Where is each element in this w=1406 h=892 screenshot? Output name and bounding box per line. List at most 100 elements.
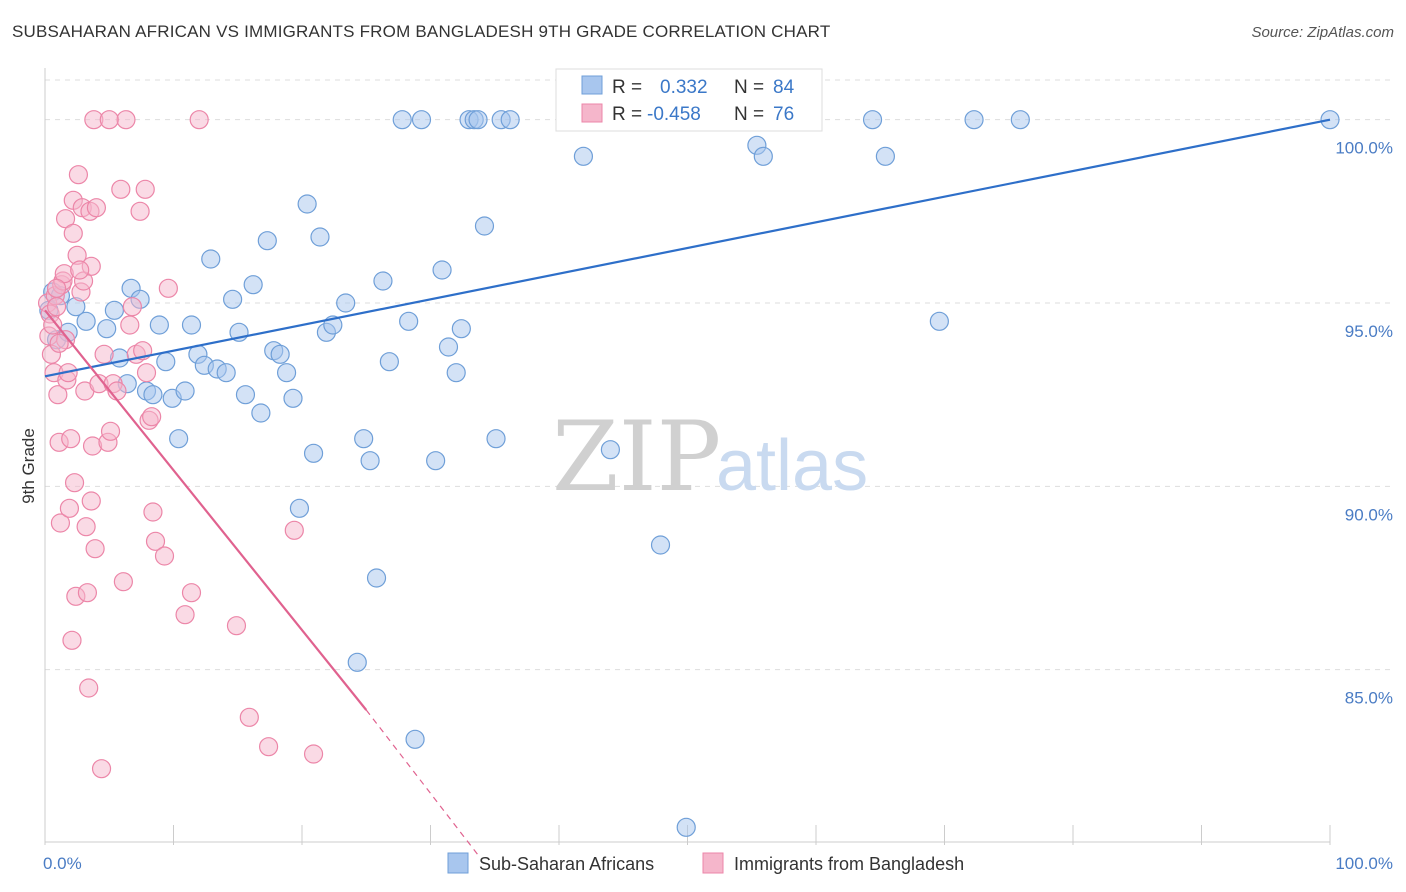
sub-saharan-point xyxy=(235,385,256,405)
sub-saharan-point xyxy=(964,110,984,130)
sub-saharan-point xyxy=(149,315,169,335)
bangladesh-point xyxy=(68,165,89,185)
sub-saharan-point xyxy=(257,231,277,251)
bangladesh-point xyxy=(43,315,63,335)
y-axis-label: 9th Grade xyxy=(19,428,38,504)
stats-n-value-2: 76 xyxy=(773,104,794,125)
sub-saharan-point xyxy=(426,451,446,471)
bangladesh-point xyxy=(284,520,304,540)
source-label: Source: ZipAtlas.com xyxy=(1251,24,1394,41)
bangladesh-point xyxy=(62,630,82,650)
stats-n-label-2: N = xyxy=(734,104,764,125)
bangladesh-point xyxy=(91,759,112,779)
bangladesh-point xyxy=(239,707,259,727)
sub-saharan-point xyxy=(432,260,452,280)
sub-saharan-point xyxy=(500,110,520,130)
sub-saharan-point xyxy=(143,385,163,405)
sub-saharan-point xyxy=(650,535,671,555)
bangladesh-point xyxy=(46,297,67,317)
y-tick-label: 100.0% xyxy=(1335,139,1393,158)
y-tick-label: 85.0% xyxy=(1345,689,1393,708)
sub-saharan-point xyxy=(336,293,356,313)
sub-saharan-point xyxy=(104,300,124,320)
bangladesh-point xyxy=(99,110,119,130)
bangladesh-point xyxy=(61,429,81,449)
y-tick-label: 90.0% xyxy=(1345,505,1393,524)
grid-lines xyxy=(45,79,1395,671)
sub-saharan-point xyxy=(251,403,271,423)
stats-r-label-1: R = xyxy=(612,77,642,98)
stats-swatch-pink xyxy=(581,103,603,123)
bangladesh-point xyxy=(142,407,162,427)
bangladesh-point xyxy=(50,513,71,533)
bangladesh-point xyxy=(81,491,101,511)
bangladesh-point xyxy=(113,572,133,592)
sub-saharan-point xyxy=(360,451,380,471)
legend-swatch-pink xyxy=(702,852,724,874)
trend-line-bangladesh xyxy=(44,309,368,711)
bangladesh-point xyxy=(48,385,68,405)
bangladesh-point xyxy=(189,110,209,130)
bangladesh-point xyxy=(59,498,80,518)
bangladesh-point xyxy=(79,678,99,698)
trend-line-bangladesh-extension xyxy=(365,709,480,858)
bangladesh-point xyxy=(154,546,175,566)
sub-saharan-point xyxy=(1320,110,1340,130)
sub-saharan-point xyxy=(289,498,310,518)
stats-r-value-2: -0.458 xyxy=(647,104,701,125)
sub-saharan-point xyxy=(486,429,506,449)
sub-saharan-point xyxy=(438,337,459,357)
sub-saharan-point xyxy=(243,275,263,295)
sub-saharan-point xyxy=(468,110,488,130)
sub-saharan-point xyxy=(310,227,330,247)
sub-saharan-point xyxy=(474,216,495,236)
bangladesh-point xyxy=(86,198,107,218)
axes xyxy=(44,68,1331,845)
sub-saharan-point xyxy=(354,429,374,449)
bangladesh-point xyxy=(100,421,121,441)
bangladesh-point xyxy=(181,583,202,603)
sub-saharan-point xyxy=(283,388,303,408)
sub-saharan-point xyxy=(270,344,290,364)
sub-saharan-point xyxy=(347,652,367,672)
sub-saharan-point xyxy=(600,440,621,460)
bangladesh-point xyxy=(111,179,131,199)
sub-saharan-point xyxy=(573,146,594,166)
sub-saharan-point xyxy=(181,315,202,335)
bangladesh-point xyxy=(70,260,90,280)
stats-box: R = 0.332 N = 84 R = -0.458 N = 76 xyxy=(555,68,823,132)
bangladesh-point xyxy=(77,583,98,603)
bangladesh-point xyxy=(94,344,114,364)
bangladesh-point xyxy=(64,473,85,493)
sub-saharan-point xyxy=(216,363,236,383)
bangladesh-point xyxy=(85,539,105,559)
watermark-atlas: atlas xyxy=(716,426,868,506)
sub-saharan-point xyxy=(405,729,425,749)
bangladesh-point xyxy=(143,502,163,522)
sub-saharan-point xyxy=(451,319,471,339)
stats-r-value-1: 0.332 xyxy=(660,77,708,98)
legend-swatch-blue xyxy=(447,852,469,874)
sub-saharan-point xyxy=(862,110,883,130)
series-bangladesh-points xyxy=(37,110,324,779)
stats-n-label-1: N = xyxy=(734,77,764,98)
bangladesh-point xyxy=(122,297,142,317)
sub-saharan-point xyxy=(276,363,297,383)
watermark-zip: ZIP xyxy=(552,401,721,513)
legend-label-pink: Immigrants from Bangladesh xyxy=(734,854,964,874)
legend: Sub-Saharan Africans Immigrants from Ban… xyxy=(447,852,964,874)
bangladesh-point xyxy=(130,201,150,221)
trend-line-sub-saharan xyxy=(44,118,1331,378)
sub-saharan-point xyxy=(676,817,696,837)
sub-saharan-point xyxy=(97,319,117,339)
sub-saharan-point xyxy=(1010,110,1030,130)
bangladesh-point xyxy=(135,179,155,199)
bangladesh-point xyxy=(46,278,67,298)
bangladesh-point xyxy=(63,223,83,243)
bangladesh-point xyxy=(76,517,96,537)
bangladesh-point xyxy=(226,616,247,636)
bangladesh-point xyxy=(158,278,178,298)
legend-label-blue: Sub-Saharan Africans xyxy=(479,854,654,874)
sub-saharan-point xyxy=(446,363,466,383)
sub-saharan-point xyxy=(399,311,419,331)
